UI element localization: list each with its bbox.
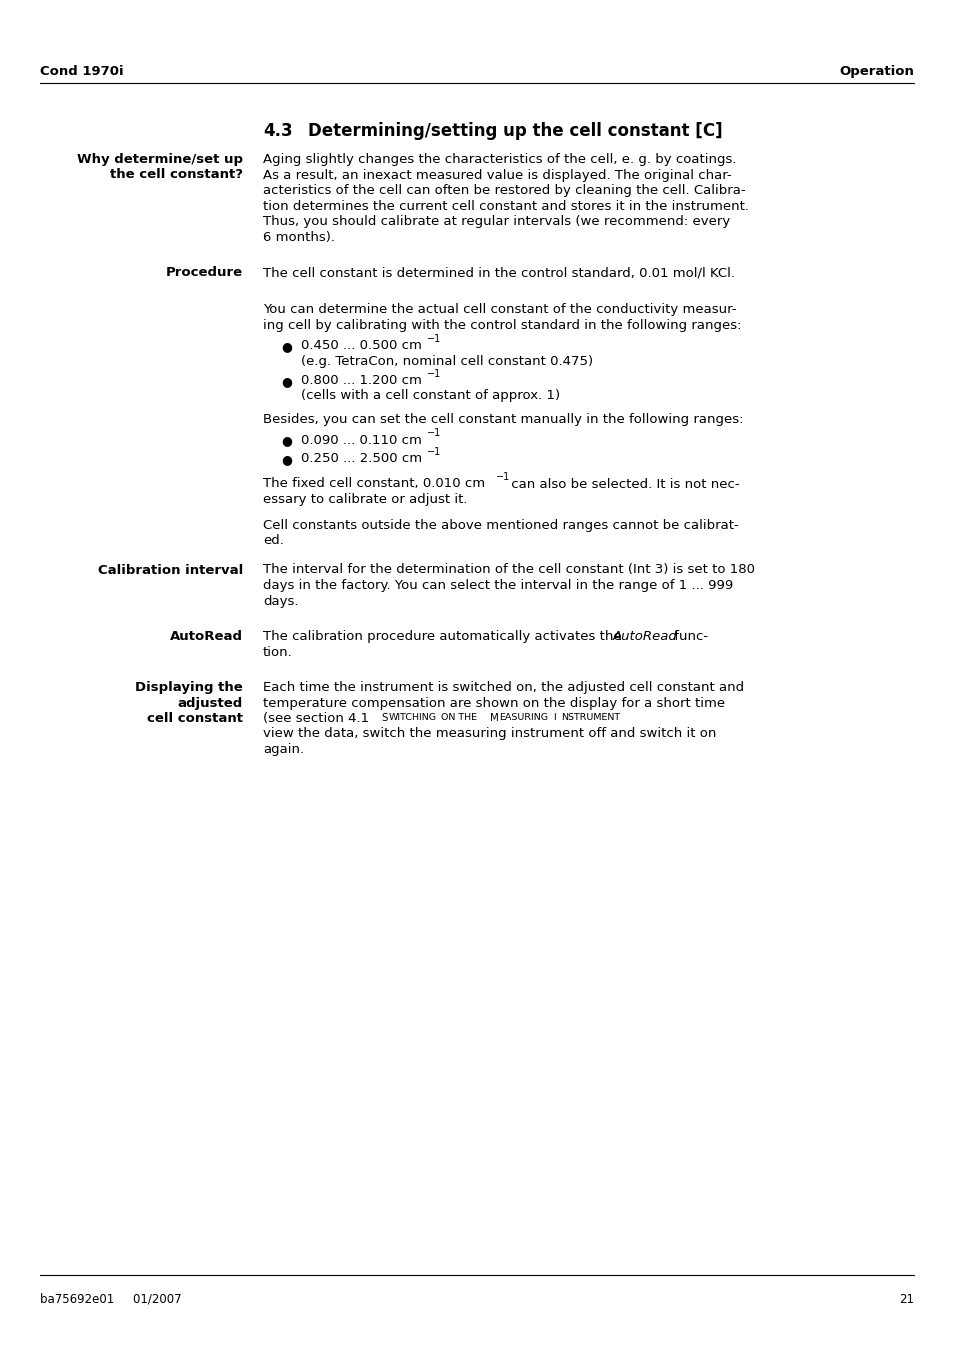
Text: AutoRead: AutoRead	[613, 630, 677, 643]
Text: ing cell by calibrating with the control standard in the following ranges:: ing cell by calibrating with the control…	[263, 319, 740, 331]
Text: days.: days.	[263, 594, 298, 608]
Text: The calibration procedure automatically activates the: The calibration procedure automatically …	[263, 630, 625, 643]
Text: (cells with a cell constant of approx. 1): (cells with a cell constant of approx. 1…	[301, 389, 559, 403]
Text: 4.3: 4.3	[263, 122, 293, 141]
Text: Determining/setting up the cell constant [C]: Determining/setting up the cell constant…	[308, 122, 721, 141]
Text: The fixed cell constant, 0.010 cm: The fixed cell constant, 0.010 cm	[263, 477, 485, 490]
Text: Operation: Operation	[839, 65, 913, 78]
Text: −1: −1	[427, 447, 441, 457]
Text: −1: −1	[427, 428, 441, 439]
Text: Cond 1970i: Cond 1970i	[40, 65, 124, 78]
Text: 0.800 ... 1.200 cm: 0.800 ... 1.200 cm	[301, 374, 421, 386]
Text: The cell constant is determined in the control standard, 0.01 mol/l KCl.: The cell constant is determined in the c…	[263, 266, 734, 280]
Text: Aging slightly changes the characteristics of the cell, e. g. by coatings.: Aging slightly changes the characteristi…	[263, 153, 736, 166]
Text: ●: ●	[281, 453, 292, 466]
Text: Displaying the: Displaying the	[135, 681, 243, 694]
Text: The interval for the determination of the cell constant (Int 3) is set to 180: The interval for the determination of th…	[263, 563, 754, 577]
Text: temperature compensation are shown on the display for a short time: temperature compensation are shown on th…	[263, 697, 724, 709]
Text: Why determine/set up: Why determine/set up	[77, 153, 243, 166]
Text: ba75692e01     01/2007: ba75692e01 01/2007	[40, 1293, 181, 1306]
Text: Procedure: Procedure	[166, 266, 243, 280]
Text: WITCHING: WITCHING	[389, 713, 436, 721]
Text: I: I	[551, 713, 557, 721]
Text: S: S	[380, 713, 387, 723]
Text: ●: ●	[281, 435, 292, 447]
Text: −1: −1	[496, 473, 510, 482]
Text: −1: −1	[427, 334, 441, 345]
Text: tion determines the current cell constant and stores it in the instrument.: tion determines the current cell constan…	[263, 200, 748, 212]
Text: view the data, switch the measuring instrument off and switch it on: view the data, switch the measuring inst…	[263, 727, 716, 740]
Text: 0.450 ... 0.500 cm: 0.450 ... 0.500 cm	[301, 339, 421, 353]
Text: ed.: ed.	[263, 534, 284, 547]
Text: ●: ●	[281, 340, 292, 353]
Text: You can determine the actual cell constant of the conductivity measur-: You can determine the actual cell consta…	[263, 303, 736, 316]
Text: Cell constants outside the above mentioned ranges cannot be calibrat-: Cell constants outside the above mention…	[263, 519, 738, 531]
Text: AutoRead: AutoRead	[170, 630, 243, 643]
Text: can also be selected. It is not nec-: can also be selected. It is not nec-	[506, 477, 739, 490]
Text: adjusted: adjusted	[177, 697, 243, 709]
Text: Besides, you can set the cell constant manually in the following ranges:: Besides, you can set the cell constant m…	[263, 413, 742, 426]
Text: ON THE: ON THE	[437, 713, 479, 721]
Text: As a result, an inexact measured value is displayed. The original char-: As a result, an inexact measured value i…	[263, 169, 731, 181]
Text: cell constant: cell constant	[147, 712, 243, 725]
Text: EASURING: EASURING	[498, 713, 547, 721]
Text: (see section 4.1: (see section 4.1	[263, 712, 373, 725]
Text: again.: again.	[263, 743, 304, 757]
Text: the cell constant?: the cell constant?	[110, 169, 243, 181]
Text: 0.090 ... 0.110 cm: 0.090 ... 0.110 cm	[301, 434, 421, 446]
Text: Calibration interval: Calibration interval	[97, 563, 243, 577]
Text: 21: 21	[898, 1293, 913, 1306]
Text: 6 months).: 6 months).	[263, 231, 335, 243]
Text: days in the factory. You can select the interval in the range of 1 ... 999: days in the factory. You can select the …	[263, 580, 733, 592]
Text: M: M	[490, 713, 498, 723]
Text: Thus, you should calibrate at regular intervals (we recommend: every: Thus, you should calibrate at regular in…	[263, 215, 729, 228]
Text: −1: −1	[427, 369, 441, 380]
Text: tion.: tion.	[263, 646, 293, 658]
Text: (e.g. TetraCon, nominal cell constant 0.475): (e.g. TetraCon, nominal cell constant 0.…	[301, 354, 593, 367]
Text: essary to calibrate or adjust it.: essary to calibrate or adjust it.	[263, 493, 467, 507]
Text: ●: ●	[281, 376, 292, 388]
Text: func-: func-	[669, 630, 707, 643]
Text: 0.250 ... 2.500 cm: 0.250 ... 2.500 cm	[301, 453, 421, 465]
Text: acteristics of the cell can often be restored by cleaning the cell. Calibra-: acteristics of the cell can often be res…	[263, 184, 745, 197]
Text: NSTRUMENT: NSTRUMENT	[560, 713, 619, 721]
Text: Each time the instrument is switched on, the adjusted cell constant and: Each time the instrument is switched on,…	[263, 681, 743, 694]
